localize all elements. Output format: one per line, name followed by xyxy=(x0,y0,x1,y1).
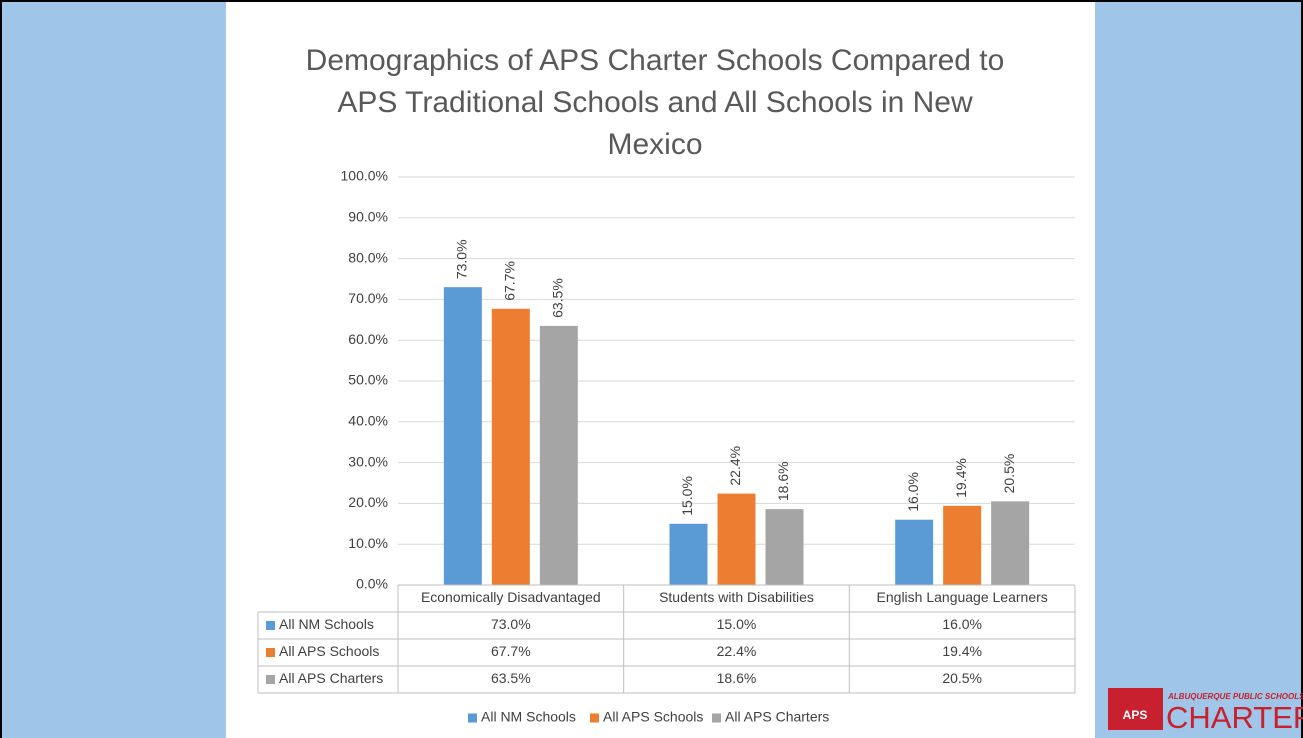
y-tick-label: 100.0% xyxy=(341,168,388,184)
data-label: 63.5% xyxy=(550,278,566,318)
y-tick-label: 20.0% xyxy=(348,494,388,510)
legend-key xyxy=(590,713,599,723)
table-legend-key xyxy=(266,675,275,684)
table-cell: 73.0% xyxy=(491,616,531,632)
bar xyxy=(991,501,1030,585)
bar xyxy=(491,308,530,585)
table-row-label: All APS Charters xyxy=(279,670,383,686)
data-label: 73.0% xyxy=(454,239,470,279)
y-tick-label: 90.0% xyxy=(348,209,388,225)
logo-org: ALBUQUERQUE PUBLIC SCHOOLS xyxy=(1167,692,1303,701)
table-cell: 16.0% xyxy=(942,616,982,632)
right-panel xyxy=(1095,0,1303,738)
legend-key xyxy=(468,713,477,723)
logo-name: CHARTERS xyxy=(1166,700,1303,735)
y-tick-label: 10.0% xyxy=(348,535,388,551)
data-label: 22.4% xyxy=(727,446,743,486)
logo-badge-text: APS xyxy=(1123,708,1148,722)
table-row-label: All APS Schools xyxy=(279,643,379,659)
chart-title: Demographics of APS Charter Schools Comp… xyxy=(305,44,1005,161)
table-row-label: All NM Schools xyxy=(279,616,374,632)
legend-label: All APS Schools xyxy=(603,709,703,725)
bar xyxy=(443,287,482,585)
x-tick-label: Students with Disabilities xyxy=(659,589,814,605)
y-tick-label: 80.0% xyxy=(348,249,388,265)
y-tick-label: 30.0% xyxy=(348,453,388,469)
bar xyxy=(717,493,756,585)
x-tick-label: English Language Learners xyxy=(877,589,1048,605)
table-cell: 19.4% xyxy=(942,643,982,659)
table-legend-key xyxy=(266,621,275,630)
data-label: 18.6% xyxy=(775,461,791,501)
table-cell: 22.4% xyxy=(717,643,757,659)
table-cell: 63.5% xyxy=(491,670,531,686)
bar xyxy=(669,523,708,585)
left-panel xyxy=(0,0,226,738)
data-label: 67.7% xyxy=(502,261,518,301)
table-cell: 67.7% xyxy=(491,643,531,659)
data-label: 15.0% xyxy=(679,476,695,516)
legend-label: All NM Schools xyxy=(481,709,576,725)
table-legend-key xyxy=(266,648,275,657)
bar xyxy=(539,325,578,585)
legend-label: All APS Charters xyxy=(725,709,829,725)
y-tick-label: 60.0% xyxy=(348,331,388,347)
bar xyxy=(943,505,982,585)
y-tick-label: 50.0% xyxy=(348,372,388,388)
data-label: 20.5% xyxy=(1001,454,1017,494)
data-label: 16.0% xyxy=(905,472,921,512)
logo-badge xyxy=(1108,688,1163,730)
table-cell: 20.5% xyxy=(942,670,982,686)
bar xyxy=(765,509,804,585)
y-tick-label: 0.0% xyxy=(356,576,388,592)
x-tick-label: Economically Disadvantaged xyxy=(421,589,601,605)
bar xyxy=(895,519,934,585)
data-label: 19.4% xyxy=(953,458,969,498)
table-cell: 15.0% xyxy=(717,616,757,632)
legend-key xyxy=(712,713,721,723)
table-cell: 18.6% xyxy=(717,670,757,686)
y-tick-label: 40.0% xyxy=(348,413,388,429)
y-tick-label: 70.0% xyxy=(348,290,388,306)
